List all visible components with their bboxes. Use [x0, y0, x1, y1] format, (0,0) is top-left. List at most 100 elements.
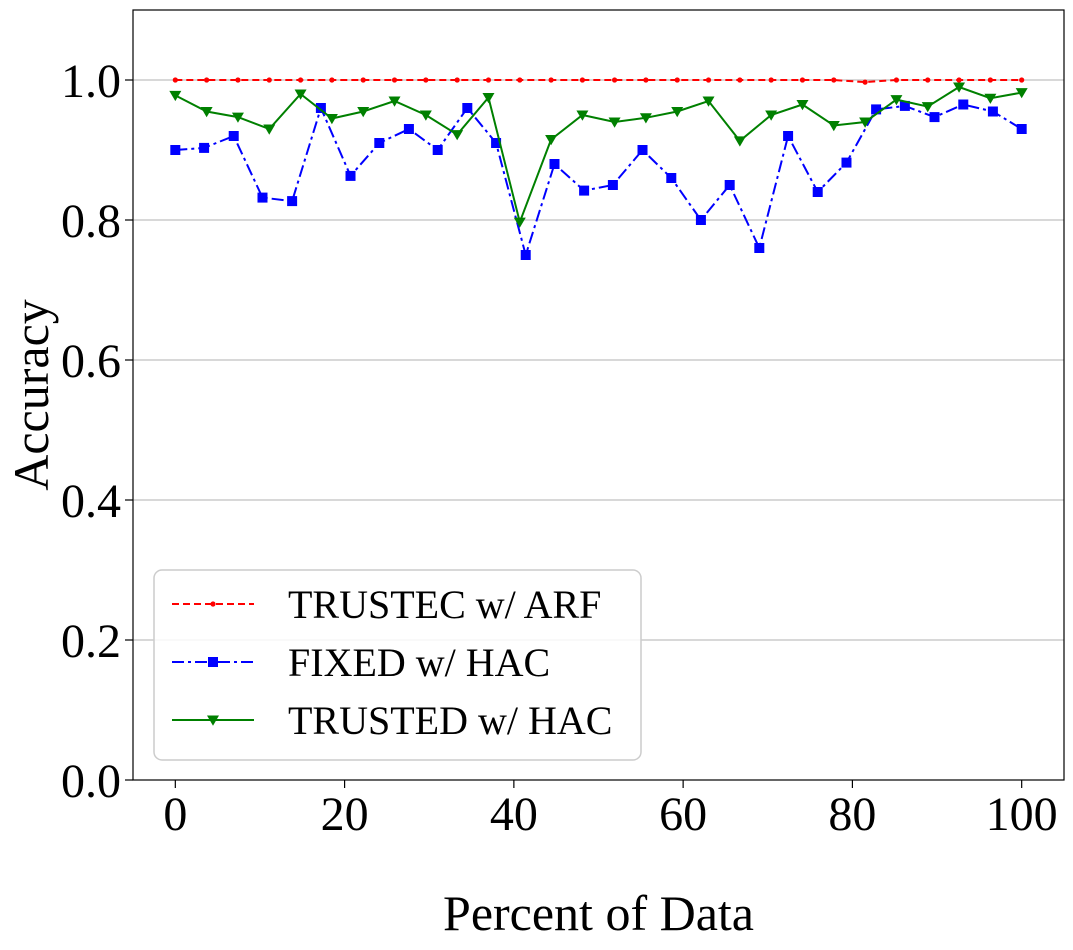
series-2-point-3	[263, 124, 276, 135]
series-2-point-25	[953, 82, 966, 93]
series-0	[172, 77, 1025, 85]
plot-frame	[132, 9, 1065, 781]
series-2-point-17	[702, 96, 715, 107]
y-tick-label-0: 0.0	[61, 755, 121, 808]
series-1-point-7	[374, 138, 385, 148]
series-0-point-4	[297, 77, 304, 83]
series-0-point-21	[831, 77, 837, 83]
series-0-point-16	[674, 77, 680, 83]
series-0-point-13	[579, 77, 586, 83]
series-1-point-27	[958, 99, 969, 110]
series-2-point-24	[921, 102, 934, 113]
series-1-point-8	[403, 124, 414, 134]
series-2-point-23	[890, 95, 903, 106]
legend-item-2: TRUSTED w/ HAC	[172, 698, 612, 743]
series-0-point-9	[454, 77, 460, 83]
series-2-point-16	[671, 107, 684, 118]
series-1-point-17	[666, 173, 677, 183]
series-0-point-1	[204, 77, 210, 83]
series-0-point-5	[329, 77, 335, 83]
series-0-point-15	[643, 77, 649, 83]
series-2-point-22	[859, 117, 872, 128]
series-line-1	[175, 103, 1023, 259]
series-2-point-10	[482, 93, 495, 104]
series-0-point-17	[705, 77, 712, 83]
series-2-point-5	[325, 114, 338, 125]
series-2-point-19	[765, 110, 778, 121]
series-2-point-2	[231, 112, 244, 123]
legend-item-0: TRUSTEC w/ ARF	[172, 582, 601, 627]
legend-marker-2	[207, 715, 219, 726]
series-1-point-12	[520, 250, 531, 260]
y-tick-label-5: 1.0	[61, 55, 121, 108]
series-1-point-2	[228, 131, 239, 141]
series-1-point-18	[695, 215, 706, 225]
x-tick-label-1: 20	[321, 788, 369, 841]
series-2-point-4	[294, 89, 307, 100]
series-1-point-21	[783, 131, 794, 141]
series-1-point-28	[987, 106, 998, 117]
series-1-point-24	[871, 104, 882, 115]
series-0-point-11	[517, 77, 523, 83]
series-1-point-23	[841, 157, 852, 168]
series-1-point-20	[754, 243, 765, 253]
series-0-point-12	[548, 77, 554, 83]
y-axis-title: Accuracy	[3, 299, 59, 491]
x-tick-label-4: 80	[828, 788, 876, 841]
series-0-point-3	[266, 77, 272, 83]
legend-box	[153, 569, 642, 761]
series-1-point-13	[549, 159, 560, 169]
series-0-point-26	[987, 77, 993, 83]
series-2-point-27	[1015, 88, 1028, 99]
series-2-point-1	[200, 107, 213, 118]
y-tick-label-3: 0.6	[61, 335, 121, 388]
series-0-point-8	[423, 77, 429, 83]
series-1-point-25	[899, 100, 910, 111]
series-2-point-15	[639, 113, 652, 124]
legend-marker-0	[210, 601, 216, 607]
y-tick-label-2: 0.4	[61, 475, 121, 528]
series-2-point-12	[545, 135, 558, 146]
series-2-point-14	[608, 117, 621, 128]
series-1-point-6	[345, 170, 356, 181]
series-1-point-15	[607, 180, 618, 190]
series-0-point-2	[235, 77, 241, 83]
axis-layer: 0 20 40 60 80 100 0.0 0.2 0.4 0.6 0.8 1.0	[61, 55, 1058, 841]
series-2-point-21	[827, 121, 840, 132]
series-2-point-11	[513, 217, 526, 228]
series-0-point-7	[391, 77, 398, 83]
series-line-0	[175, 79, 1022, 84]
series-1	[170, 99, 1027, 260]
x-axis-title: Percent of Data	[443, 885, 754, 941]
series-0-point-20	[799, 77, 806, 83]
series-1-point-16	[637, 145, 648, 155]
series-1-point-14	[579, 185, 590, 196]
x-tick-label-3: 60	[659, 788, 707, 841]
series-0-point-19	[768, 77, 774, 83]
series-1-point-5	[315, 103, 326, 113]
y-tick-label-1: 0.2	[61, 615, 121, 668]
series-0-point-25	[956, 77, 962, 83]
series-0-point-10	[485, 77, 492, 83]
series-line-2	[174, 85, 1022, 226]
series-1-point-9	[432, 145, 443, 155]
series-2-point-0	[169, 90, 182, 102]
legend-marker-1	[208, 657, 218, 667]
legend-label-2: TRUSTED w/ HAC	[288, 698, 612, 743]
series-2-point-18	[733, 136, 746, 147]
series-1-point-1	[199, 142, 210, 153]
series-0-point-24	[925, 77, 931, 83]
series-2-point-20	[796, 100, 809, 111]
series-0-point-6	[360, 77, 366, 83]
series-1-point-11	[491, 138, 502, 148]
series-2-point-13	[576, 110, 589, 121]
series-0-point-27	[1019, 77, 1025, 83]
series-1-point-4	[287, 196, 298, 207]
series-2-point-26	[984, 93, 997, 104]
series-2	[169, 82, 1028, 228]
y-tick-label-4: 0.8	[61, 195, 121, 248]
series-0-point-18	[737, 77, 743, 83]
series-1-point-19	[724, 180, 735, 190]
series-2-point-6	[357, 107, 370, 118]
